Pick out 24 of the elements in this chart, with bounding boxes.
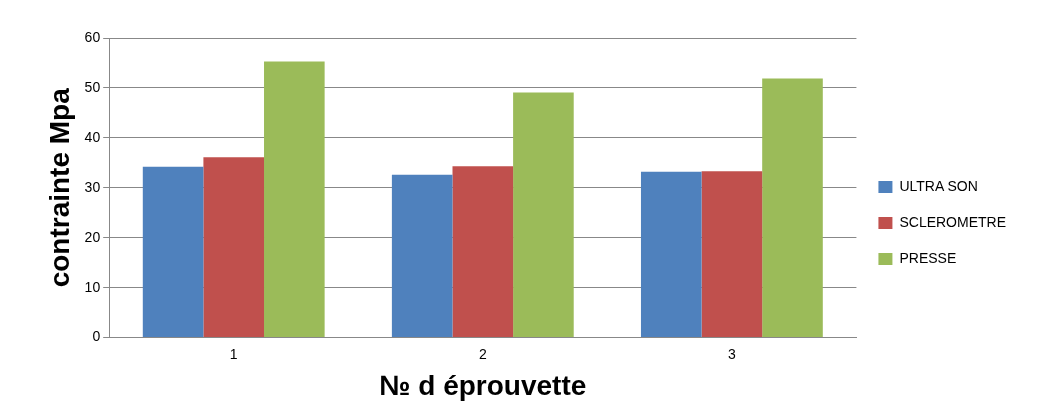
bar bbox=[452, 166, 514, 338]
y-tick-label: 0 bbox=[92, 328, 101, 345]
y-tick-label: 60 bbox=[84, 28, 101, 45]
y-tick-label: 30 bbox=[84, 178, 101, 195]
bar bbox=[513, 92, 574, 338]
y-tick-label: 10 bbox=[84, 278, 101, 295]
y-tick-label: 40 bbox=[84, 128, 101, 145]
x-axis-title: № d éprouvette bbox=[379, 369, 587, 401]
bar bbox=[640, 171, 702, 338]
x-tick-label: 3 bbox=[727, 345, 736, 362]
x-tick-label: 2 bbox=[478, 345, 487, 362]
bar bbox=[264, 61, 325, 338]
legend-label: ULTRA SON bbox=[899, 177, 978, 194]
bar bbox=[203, 157, 265, 338]
x-tick-label: 1 bbox=[229, 345, 238, 362]
bar bbox=[762, 78, 823, 338]
legend-label: PRESSE bbox=[899, 249, 957, 266]
y-tick-label: 20 bbox=[84, 228, 101, 245]
y-axis-title: contrainte Mpa bbox=[43, 87, 75, 288]
legend-label: SCLEROMETRE bbox=[899, 213, 1007, 230]
y-tick-label: 50 bbox=[84, 78, 101, 95]
bar bbox=[701, 171, 763, 338]
bar bbox=[391, 174, 453, 338]
bar bbox=[142, 166, 204, 338]
